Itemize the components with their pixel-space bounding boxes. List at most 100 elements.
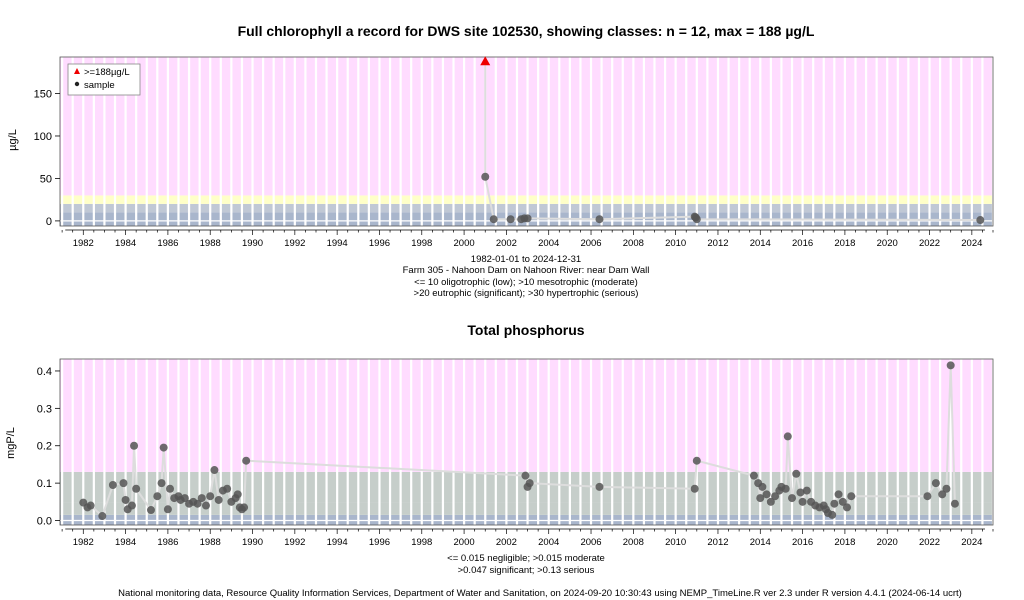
legend-dot-icon [74,81,80,87]
chart1-caption-line: >20 eutrophic (significant); >30 hypertr… [414,288,639,299]
chart2-ytick-label: 0.3 [37,403,52,415]
chart2-sample-point [758,482,767,491]
chart2-xtick-label: 1994 [327,537,348,548]
chart2-sample-point [201,501,210,510]
chart1-exceed-point [480,56,491,66]
chart2-caption-line: <= 0.015 negligible; >0.015 moderate [447,553,605,564]
chart1-xtick-label: 1994 [327,238,348,249]
legend-box [67,63,141,96]
chart1-xtick-label: 2002 [496,238,517,249]
chart1-sample-point [506,215,515,224]
chart2-sample-point [923,492,932,501]
chart2-sample-point [762,490,771,499]
chart2-sample-point [783,432,792,441]
chart2-xtick-label: 2020 [877,537,898,548]
chart2-sample-point [193,499,202,508]
chart2-sample-point [153,492,162,501]
chart2-sample-point [98,512,107,521]
chart2-sample-point [233,490,242,499]
chart1-xtick-label: 2022 [919,238,940,249]
chart2-xtick-label: 1984 [115,537,136,548]
chart1-sample-point [523,214,532,223]
chart2-xtick-label: 1992 [284,537,305,548]
chart2-xtick-label: 2000 [454,537,475,548]
chart1-caption-line: <= 10 oligotrophic (low); >10 mesotrophi… [414,277,638,288]
chart2-sample-point [240,503,249,512]
chart2-sample-point [950,499,959,508]
chart2-sample-point [180,494,189,503]
chart2-sample-point [108,480,117,489]
chart2-sample-point [828,510,837,519]
chart2-sample-point [942,484,951,493]
chart1-xtick-label: 2014 [750,238,771,249]
chart2-sample-point [242,456,251,465]
chart1-xtick-label: 2020 [877,238,898,249]
chart2-sample-point [771,492,780,501]
chart2-sample-point [847,492,856,501]
chart1-xtick-label: 2018 [834,238,855,249]
chart2-sample-point [946,361,955,370]
chart1-ylabel: µg/L [7,129,19,151]
chart1-xtick-label: 1990 [242,238,263,249]
chart2-sample-point [834,490,843,499]
chart2-sample-point [210,466,219,475]
chart1-plot: 0 50 100 150 1982 1984 1986 1988 1990 1992 1994 199… [34,56,995,249]
chart1-xtick-label: 1982 [73,238,94,249]
chart2-xtick-label: 2004 [538,537,559,548]
chart2-xtick-label: 2014 [750,537,771,548]
chart1-ytick-label: 50 [40,173,52,185]
chart2-caption-line: >0.047 significant; >0.13 serious [458,565,595,576]
chart2-sample-point [157,479,166,488]
chart2-sample-point [692,456,701,465]
chart2-sample-point [163,505,172,514]
chart2-sample-point [838,497,847,506]
chart2-sample-point [938,490,947,499]
chart2-xtick-label: 2002 [496,537,517,548]
chart1-xtick-label: 2012 [707,238,728,249]
chart2-sample-point [525,479,534,488]
chart1-xtick-label: 2000 [454,238,475,249]
chart2-sample-point [166,484,175,493]
chart2-sample-point [843,503,852,512]
chart1-sample-point [692,215,701,224]
chart1-xtick-label: 1984 [115,238,136,249]
chart1-xtick-label: 1988 [200,238,221,249]
chart1-xtick-label: 2006 [580,238,601,249]
chart2-sample-point [197,494,206,503]
legend-triangle-icon [74,68,80,74]
chart2-sample-point [86,501,95,510]
chart2-sample-point [119,479,128,488]
chart1-sample-point [481,172,490,181]
chart2-frame [59,358,994,526]
chart2-xtick-label: 2024 [961,537,982,548]
chart2-sample-point [521,471,530,480]
chart2-sample-point [749,471,758,480]
chart2-xtick-label: 1998 [411,537,432,548]
chart2-sample-point [206,492,215,501]
chart2-xtick-label: 2010 [665,537,686,548]
chart2-sample-point [830,499,839,508]
chart2-sample-point [214,495,223,504]
chart2-sample-point [796,488,805,497]
chart2-xtick-label: 1982 [73,537,94,548]
chart2-xtick-label: 1990 [242,537,263,548]
chart2-sample-point [690,484,699,493]
chart2-sample-point [121,495,130,504]
chart2-sample-point [792,469,801,478]
chart2-xtick-label: 2016 [792,537,813,548]
chart1-sample-point [489,215,498,224]
chart2-grid [61,359,995,525]
chart1-xtick-label: 1992 [284,238,305,249]
chart1-title: Full chlorophyll a record for DWS site 1… [238,23,815,39]
chart1-ytick-label: 100 [34,131,52,143]
chart1-xtick-label: 2016 [792,238,813,249]
chart1-caption-line: 1982-01-01 to 2024-12-31 [471,254,581,265]
chart1-xtick-label: 2004 [538,238,559,249]
chart1-xtick-label: 1996 [369,238,390,249]
chart2-xtick-label: 1988 [200,537,221,548]
legend-label-sample: sample [84,80,115,91]
chart1-caption: 1982-01-01 to 2024-12-31 Farm 305 - Naho… [403,254,650,299]
chart2-ytick-label: 0.2 [37,441,52,453]
chart1-xtick-label: 2010 [665,238,686,249]
